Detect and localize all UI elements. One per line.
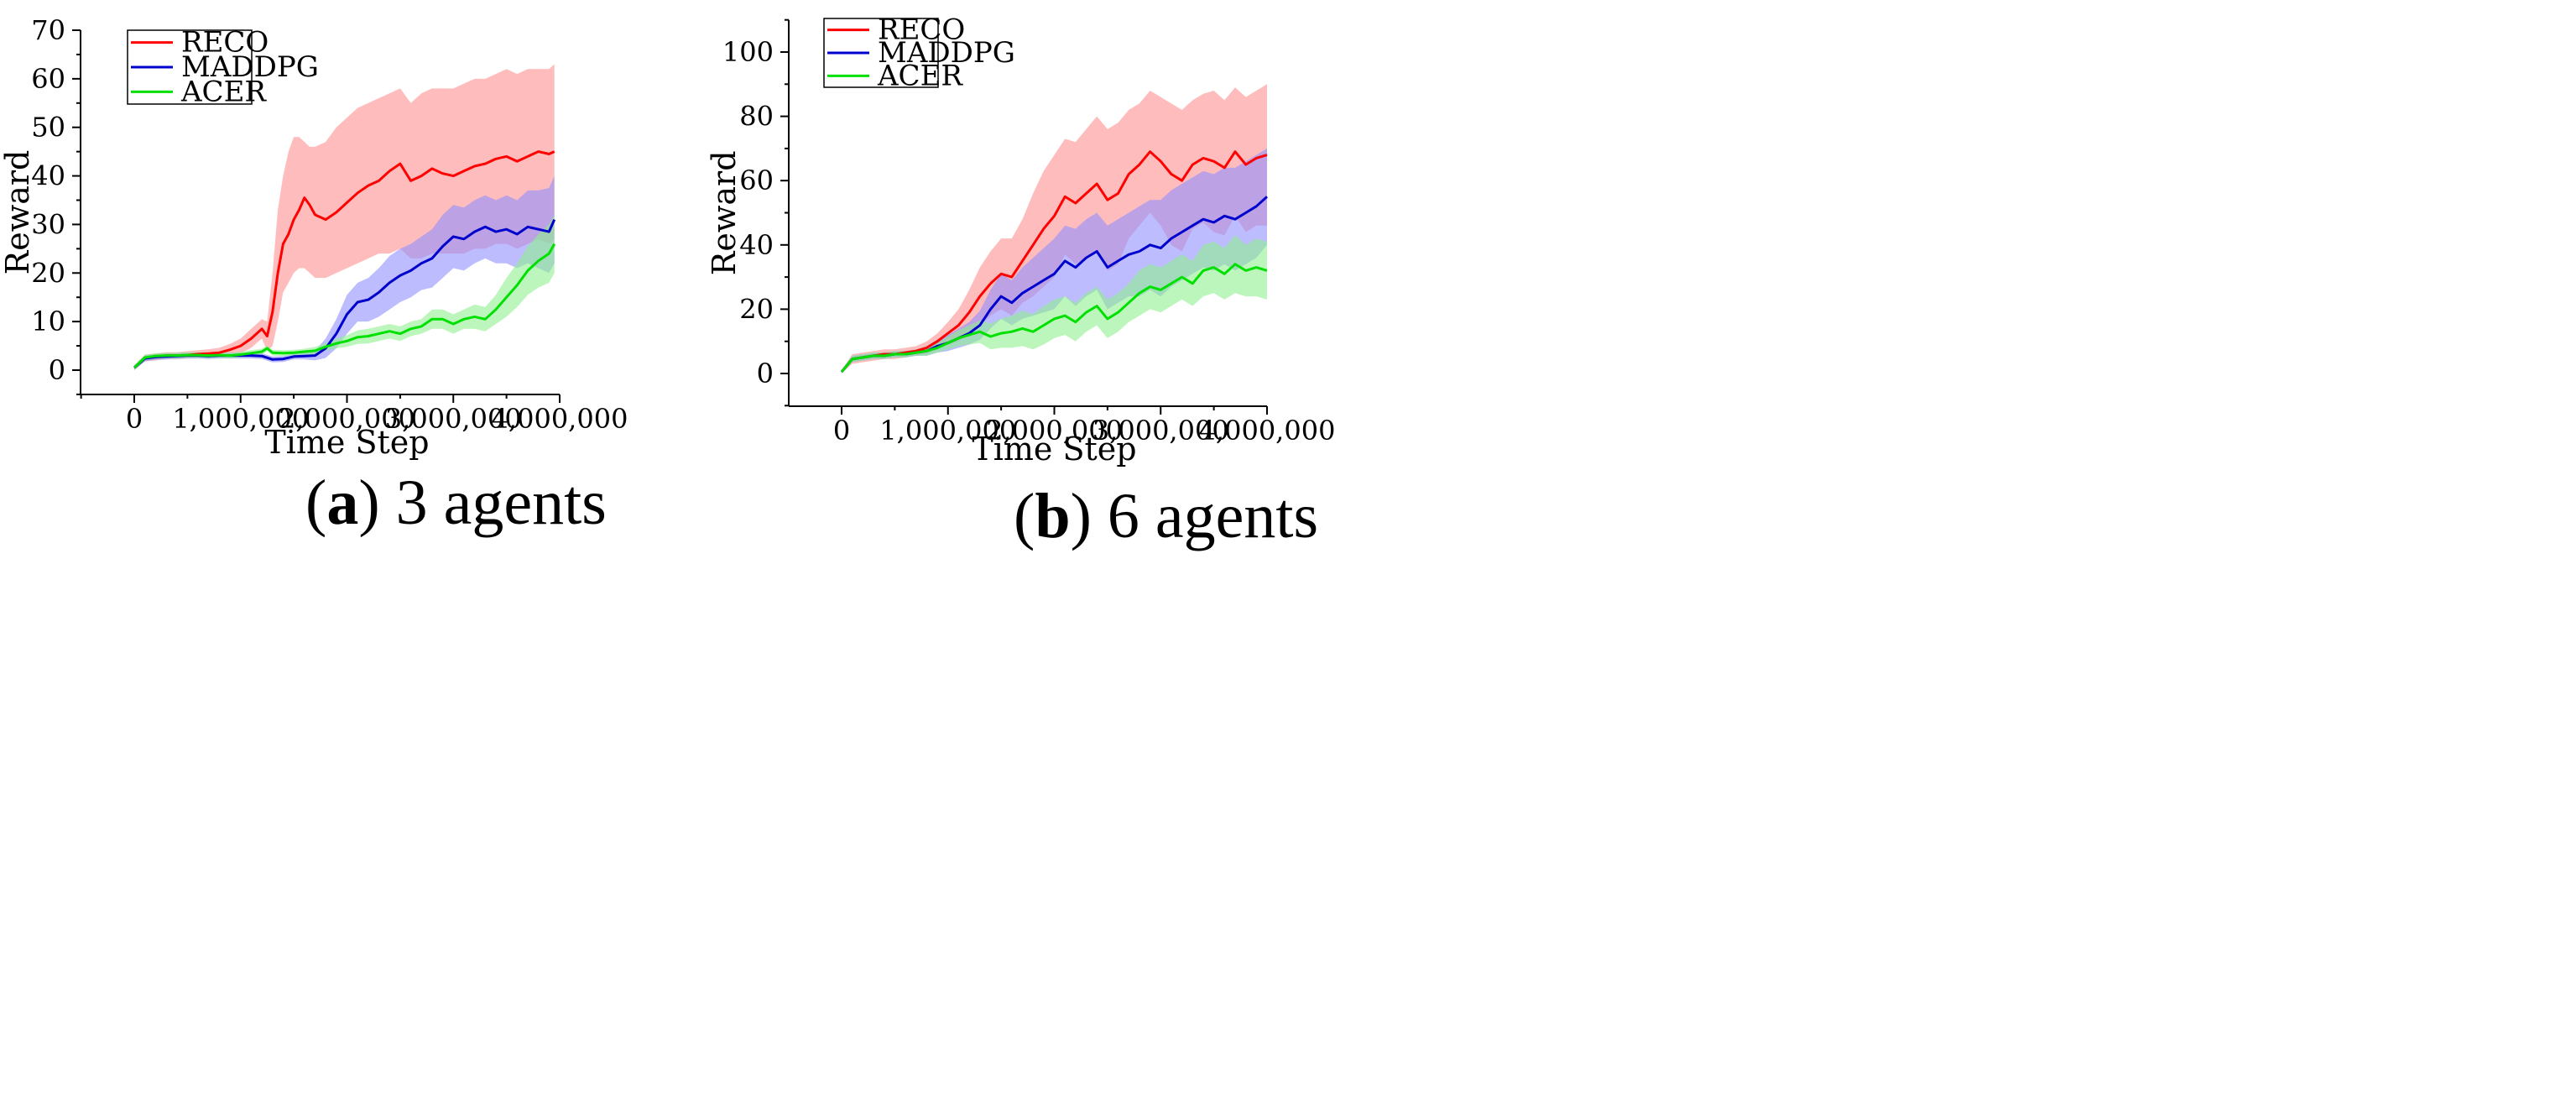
caption-letter: b: [1035, 481, 1070, 551]
x-tick-label: 3,000,000: [1092, 415, 1229, 447]
y-tick-label: 20: [31, 257, 65, 289]
caption-text: ) 6 agents: [1071, 481, 1318, 551]
y-axis-title: Reward: [0, 150, 36, 275]
y-tick-label: 100: [722, 36, 774, 68]
acer-series-line: [133, 243, 556, 369]
legend-label-acer: ACER: [877, 59, 963, 92]
maddpg-confidence-band: [134, 175, 555, 370]
y-tick-label: 80: [739, 101, 774, 133]
x-tick-label: 2,000,000: [279, 403, 415, 435]
panel-caption: (b) 6 agents: [1014, 481, 1318, 551]
chart-panel-b: 0 20 40 60 80 100 0 1,000,0002,000,0003,000,000…: [706, 13, 1335, 551]
y-tick-label: 10: [31, 306, 65, 337]
reco-series-line: [840, 150, 1268, 373]
y-tick-label: 40: [739, 229, 774, 261]
legend-label-maddpg: MADDPG: [181, 50, 319, 84]
y-tick-label: 30: [31, 208, 65, 240]
x-tick-label: 3,000,000: [385, 403, 522, 435]
reco-confidence-band: [842, 84, 1267, 374]
x-tick-label: 4,000,000: [1199, 415, 1336, 447]
panel-caption: (a) 3 agents: [305, 467, 607, 538]
y-tick-label: 0: [49, 354, 65, 386]
acer-confidence-band: [134, 214, 555, 370]
caption-paren-open: (: [1014, 481, 1035, 551]
legend-label-maddpg: MADDPG: [878, 36, 1015, 70]
legend-label-reco: RECO: [878, 13, 965, 47]
y-axis-title: Reward: [706, 150, 743, 275]
x-tick-label: 2,000,000: [986, 415, 1123, 447]
acer-series-line: [840, 263, 1268, 373]
reco-confidence-band: [134, 64, 555, 370]
x-tick-label: 0: [833, 415, 850, 447]
reco-series-line: [133, 150, 555, 369]
chart-panel-a: 0 10 20 30 40 50 60 70 0 1,000,0002,000,0003,000,…: [0, 14, 628, 538]
y-tick-label: 40: [31, 160, 65, 192]
x-axis-title: Time Step: [972, 431, 1136, 467]
x-tick-label: 4,000,000: [492, 403, 628, 435]
y-tick-label: 50: [31, 112, 65, 144]
y-tick-label: 60: [31, 63, 65, 95]
acer-confidence-band: [842, 235, 1267, 373]
y-tick-label: 70: [31, 14, 65, 46]
maddpg-confidence-band: [842, 148, 1267, 373]
caption-letter: a: [326, 467, 358, 538]
legend-label-reco: RECO: [181, 26, 269, 60]
x-tick-label: 1,000,000: [879, 415, 1016, 447]
caption-paren-open: (: [305, 467, 326, 538]
y-tick-label: 60: [739, 165, 774, 196]
caption-text: ) 3 agents: [358, 467, 606, 538]
x-axis-title: Time Step: [264, 424, 429, 461]
y-tick-label: 0: [757, 358, 774, 389]
legend-label-acer: ACER: [180, 75, 267, 108]
y-tick-label: 20: [739, 293, 774, 325]
x-tick-label: 1,000,000: [172, 403, 309, 435]
x-tick-label: 0: [126, 403, 143, 435]
